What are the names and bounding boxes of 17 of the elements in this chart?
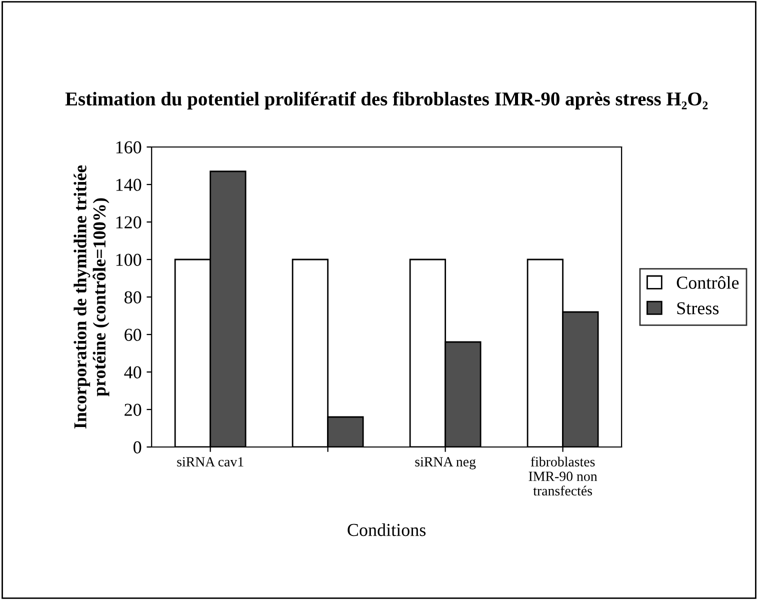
y-tick-label: 20 [124, 404, 142, 416]
y-tick-label: 120 [116, 216, 142, 228]
legend-label: Contrôle [676, 276, 739, 289]
y-tick-label: 100 [116, 254, 142, 266]
y-tick-label: 140 [116, 178, 142, 191]
x-axis-title: Conditions [348, 523, 426, 536]
chart-title: Estimation du potentiel prolifératif des fibroblastes IMR-90 après stress H₂O₂ [65, 92, 708, 110]
x-tick-label: fibroblastes IMR-90 non transfectés [528, 456, 598, 496]
y-tick-label: 40 [124, 366, 142, 378]
y-tick-label: 0 [134, 441, 142, 454]
legend-label: Stress [677, 302, 719, 314]
x-tick-label: siRNA neg [415, 457, 476, 470]
y-tick-label: 160 [116, 141, 142, 154]
y-axis-title: Incorporation de thymidine tritiée protéine (contrôle=100%) [74, 165, 110, 429]
y-tick-label: 60 [124, 328, 142, 341]
y-tick-label: 80 [124, 291, 142, 304]
x-tick-label: siRNA cav1 [177, 457, 244, 466]
